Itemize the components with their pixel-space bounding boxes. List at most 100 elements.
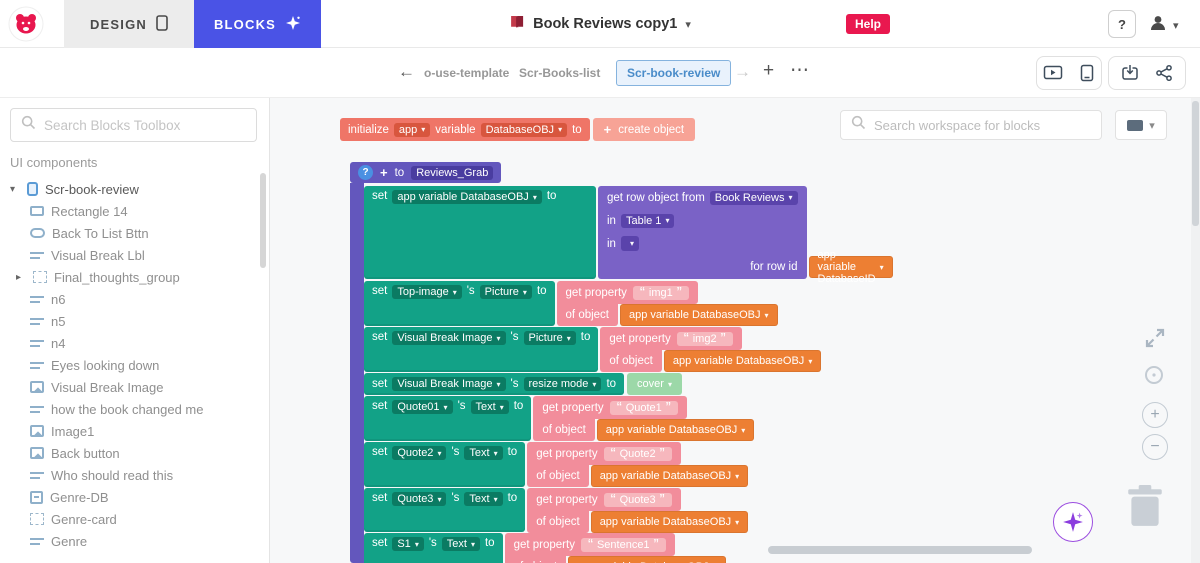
variable-getter-block[interactable]: app variable DatabaseOBJ <box>663 350 822 372</box>
tree-item[interactable]: n4 <box>0 332 259 354</box>
set-property-row[interactable]: set Top-image 's Picture to get property… <box>364 281 778 326</box>
set-property-row[interactable]: set Visual Break Image 's Picture to get… <box>364 327 822 372</box>
variable-getter-block[interactable]: app variable DatabaseID <box>808 249 893 285</box>
tree-item-group[interactable]: ▸ Final_thoughts_group <box>16 269 180 285</box>
help-button[interactable]: Help <box>846 14 891 34</box>
string-block[interactable]: Quote3 <box>603 492 672 507</box>
tree-item[interactable]: Back button <box>0 442 259 464</box>
variable-dropdown[interactable]: app variable DatabaseOBJ <box>392 190 542 204</box>
device-preview-icon[interactable] <box>1079 64 1095 82</box>
value-dropdown-block[interactable]: cover <box>627 373 682 395</box>
back-arrow-button[interactable]: ← <box>398 62 415 81</box>
function-definition-block[interactable]: ? + to Reviews_Grab <box>350 162 502 183</box>
component-dropdown[interactable]: Visual Break Image <box>392 377 506 391</box>
tab-blocks[interactable]: BLOCKS <box>194 0 321 48</box>
get-property-block[interactable]: get property Quote3 of object app variab… <box>527 488 749 533</box>
tree-item[interactable]: Visual Break Image <box>0 376 259 398</box>
data-source-dropdown[interactable]: Book Reviews <box>709 190 798 205</box>
screen-tab-books-list[interactable]: Scr-Books-list <box>519 66 601 80</box>
component-dropdown[interactable]: S1 <box>392 537 424 551</box>
property-dropdown[interactable]: resize mode <box>523 377 602 391</box>
get-property-block[interactable]: get property Quote1 of object app variab… <box>533 396 755 441</box>
set-component-block[interactable]: set Quote3 's Text to <box>364 488 526 532</box>
zoom-out-button[interactable]: − <box>1142 434 1168 460</box>
set-component-block[interactable]: set Top-image 's Picture to <box>364 281 555 326</box>
variable-getter-block[interactable]: app variable DatabaseOBJ <box>568 556 726 563</box>
tree-item[interactable]: Eyes looking down <box>0 354 259 376</box>
scope-dropdown[interactable]: app <box>393 122 431 137</box>
set-component-block[interactable]: set S1 's Text to <box>364 533 503 563</box>
screen-tab-book-review[interactable]: Scr-book-review <box>616 60 732 86</box>
get-row-object-block[interactable]: get row object from Book Reviews in Tabl… <box>598 186 893 285</box>
variable-getter-block[interactable]: app variable DatabaseOBJ <box>596 419 755 441</box>
canvas-horizontal-scrollbar[interactable] <box>768 546 1032 554</box>
tree-item[interactable]: Genre-card <box>0 508 259 530</box>
table-dropdown[interactable]: Table 1 <box>620 213 675 228</box>
get-property-block[interactable]: get property Sentence1 of object app var… <box>504 533 726 563</box>
thunkable-logo-icon[interactable] <box>8 6 44 42</box>
string-block[interactable]: Sentence1 <box>580 537 666 552</box>
blocks-workspace[interactable]: ▾ initialize app variable DatabaseOBJ to… <box>270 98 1200 563</box>
screen-tab-use-template[interactable]: o-use-template <box>424 66 510 80</box>
variable-getter-block[interactable]: app variable DatabaseOBJ <box>590 511 749 533</box>
set-component-block[interactable]: set Visual Break Image 's resize mode to <box>364 373 625 395</box>
sidebar-scrollbar[interactable] <box>260 173 266 268</box>
fit-to-screen-icon[interactable] <box>1143 326 1167 350</box>
component-dropdown[interactable]: Top-image <box>392 285 462 299</box>
zoom-in-button[interactable]: + <box>1142 402 1168 428</box>
get-property-block[interactable]: get property img2 of object app variable… <box>600 327 822 372</box>
tree-item[interactable]: Genre <box>0 530 259 552</box>
tree-item[interactable]: how the book changed me <box>0 398 259 420</box>
get-property-block[interactable]: get property Quote2 of object app variab… <box>527 442 749 487</box>
empty-dropdown[interactable] <box>620 236 639 251</box>
component-dropdown[interactable]: Quote2 <box>392 446 447 460</box>
create-object-block[interactable]: + create object <box>592 118 696 141</box>
set-component-block[interactable]: set Quote2 's Text to <box>364 442 526 487</box>
share-icon[interactable] <box>1155 64 1173 82</box>
set-component-block[interactable]: set Visual Break Image 's Picture to <box>364 327 599 372</box>
property-dropdown[interactable]: Text <box>441 537 480 551</box>
tree-item[interactable]: Visual Break Lbl <box>0 244 259 266</box>
set-property-row[interactable]: set Visual Break Image 's resize mode to… <box>364 373 682 395</box>
tree-item[interactable]: n6 <box>0 288 259 310</box>
screen-size-toggle[interactable]: ▾ <box>1115 110 1167 140</box>
account-menu[interactable]: ▾ <box>1148 13 1179 38</box>
add-screen-button[interactable]: + <box>763 60 775 81</box>
set-component-block[interactable]: set Quote01 's Text to <box>364 396 532 441</box>
expander-right-icon[interactable]: ▸ <box>16 271 22 283</box>
initialize-block-body[interactable]: initialize app variable DatabaseOBJ to <box>340 118 590 141</box>
component-dropdown[interactable]: Quote3 <box>392 492 447 506</box>
live-test-icon[interactable] <box>1043 64 1063 82</box>
more-options-button[interactable]: ⋯ <box>790 60 809 81</box>
variable-getter-block[interactable]: app variable DatabaseOBJ <box>620 304 778 326</box>
tree-item[interactable]: Back To List Bttn <box>0 222 259 244</box>
function-name[interactable]: Reviews_Grab <box>411 165 494 180</box>
tree-item-screen[interactable]: ▾ Scr-book-review <box>10 181 139 197</box>
property-dropdown[interactable]: Text <box>464 492 503 506</box>
string-block[interactable]: Quote2 <box>603 446 672 461</box>
initialize-variable-block[interactable]: initialize app variable DatabaseOBJ to +… <box>340 118 696 141</box>
set-variable-row[interactable]: set app variable DatabaseOBJ to get row … <box>364 186 893 285</box>
trash-icon[interactable] <box>1126 484 1164 528</box>
comment-icon[interactable]: ? <box>358 165 373 180</box>
function-header[interactable]: ? + to Reviews_Grab <box>350 162 502 183</box>
property-dropdown[interactable]: Text <box>470 400 509 414</box>
help-question-button[interactable]: ? <box>1108 10 1136 38</box>
variable-getter-block[interactable]: app variable DatabaseOBJ <box>590 465 749 487</box>
variable-name-dropdown[interactable]: DatabaseOBJ <box>480 122 568 137</box>
ai-assistant-button[interactable] <box>1053 502 1093 542</box>
tree-item[interactable]: Genre-DB <box>0 486 259 508</box>
expander-down-icon[interactable]: ▾ <box>10 183 16 195</box>
set-property-row[interactable]: set Quote2 's Text to get property Quote… <box>364 442 749 487</box>
set-property-row[interactable]: set S1 's Text to get property Sentence1… <box>364 533 726 563</box>
property-dropdown[interactable]: Text <box>464 446 503 460</box>
set-variable-block[interactable]: set app variable DatabaseOBJ to <box>364 186 596 279</box>
tree-item[interactable]: Rectangle 14 <box>0 200 259 222</box>
tab-design[interactable]: DESIGN <box>64 0 194 48</box>
tree-item[interactable]: n5 <box>0 310 259 332</box>
property-dropdown[interactable]: Picture <box>523 331 576 345</box>
download-app-icon[interactable] <box>1121 64 1139 82</box>
add-parameter-icon[interactable]: + <box>380 165 388 180</box>
set-property-row[interactable]: set Quote3 's Text to get property Quote… <box>364 488 749 533</box>
string-block[interactable]: img2 <box>676 331 733 346</box>
